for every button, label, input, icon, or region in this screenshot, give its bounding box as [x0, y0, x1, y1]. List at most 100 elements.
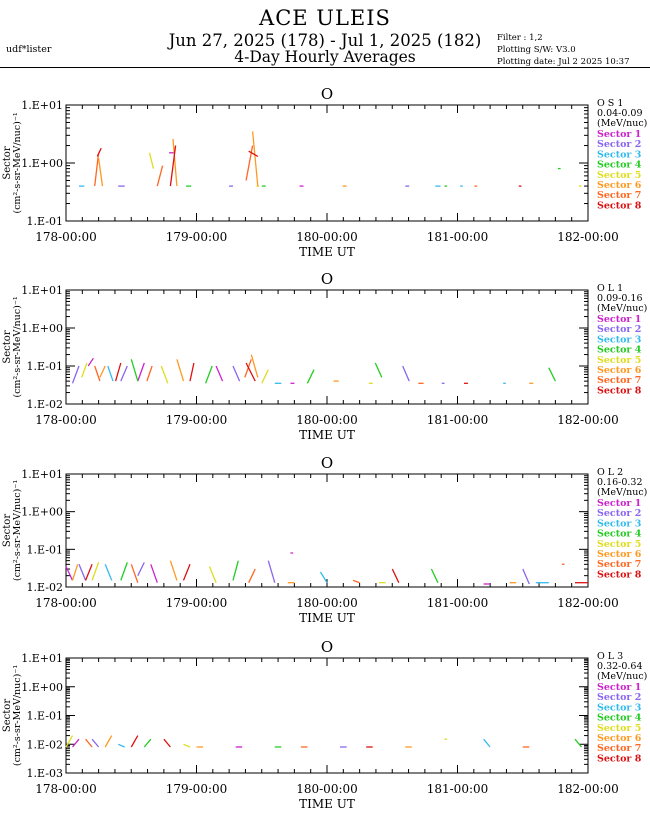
plot-frame — [65, 657, 589, 774]
data-segment-sector-3 — [107, 365, 114, 382]
data-segment-sector-7 — [85, 738, 93, 748]
legend-entry-sector-5: Sector 5 — [597, 539, 641, 550]
data-segment-sector-5 — [261, 369, 269, 384]
data-segment-sector-4 — [374, 362, 383, 378]
y-tick-label: 1.E+01 — [21, 652, 63, 665]
y-tick-label: 1.E+00 — [21, 506, 63, 519]
x-tick-label: 181-00:00 — [427, 230, 489, 244]
filter-label: Filter : 1,2 — [497, 33, 543, 43]
data-segment-sector-8 — [84, 564, 93, 581]
data-segment-sector-6 — [176, 359, 185, 382]
x-tick-label: 180-00:00 — [296, 413, 358, 427]
data-segment-sector-2 — [232, 365, 241, 382]
chart-panel-2: O 1.E+01 1.E+00 1.E-01 1.E-02 178-00:00 179-00… — [2, 270, 647, 442]
legend-entry-sector-8: Sector 8 — [597, 385, 642, 396]
data-segment-sector-5 — [183, 743, 191, 748]
data-segment-sector-6 — [172, 138, 178, 187]
data-segment-sector-3 — [104, 564, 113, 581]
y-tick-label: 1.E+01 — [21, 284, 63, 297]
y-tick-label: 1.E-03 — [27, 767, 63, 780]
y-tick-label: 1.E+01 — [21, 468, 63, 481]
data-segment-sector-6 — [97, 158, 104, 187]
data-segment-sector-4 — [143, 738, 152, 748]
data-segment-sector-1 — [137, 362, 145, 382]
y-tick-label: 1.E-02 — [27, 581, 63, 594]
data-segment-sector-4 — [548, 367, 556, 382]
chart-title: O — [321, 638, 333, 656]
data-segment-sector-5 — [148, 152, 155, 169]
legend-entry-sector-1: Sector 1 — [597, 682, 641, 693]
chart-panel-1: O 1.E+01 1.E+00 1.E-01 178-00:00 179-00:00 180… — [2, 85, 647, 259]
data-segment-sector-7 — [156, 165, 164, 187]
data-segment-sector-2 — [91, 738, 100, 748]
data-segment-sector-7 — [244, 359, 252, 378]
legend-entry-sector-6: Sector 6 — [597, 549, 642, 560]
data-segment-sector-7 — [146, 365, 153, 382]
legend-entry-sector-3: Sector 3 — [597, 702, 641, 713]
legend-entry-sector-6: Sector 6 — [597, 733, 642, 744]
legend-entry-sector-5: Sector 5 — [597, 355, 641, 366]
legend-entry-sector-4: Sector 4 — [597, 345, 642, 356]
data-segment-sector-8 — [114, 362, 122, 382]
legend-entry-sector-7: Sector 7 — [597, 375, 641, 386]
data-segment-sector-6 — [71, 564, 79, 581]
data-segment-sector-5 — [65, 735, 74, 748]
data-segment-sector-8 — [248, 150, 259, 157]
data-segment-sector-1 — [215, 365, 224, 382]
x-axis-label: TIME UT — [299, 245, 355, 259]
x-tick-label: 181-00:00 — [427, 782, 489, 796]
data-segment-sector-6 — [99, 365, 106, 378]
x-tick-label: 179-00:00 — [166, 413, 228, 427]
data-segment-sector-8 — [96, 147, 102, 157]
data-segment-sector-3 — [117, 743, 125, 748]
plot-date-label: Plotting date: Jul 2 2025 10:37 — [497, 57, 630, 67]
data-segment-sector-4 — [204, 365, 213, 384]
legend-entry-sector-5: Sector 5 — [597, 723, 641, 734]
x-tick-label: 178-00:00 — [35, 413, 97, 427]
legend-entry-sector-2: Sector 2 — [597, 139, 641, 150]
data-segment-sector-4 — [130, 359, 139, 382]
x-axis-label: TIME UT — [299, 611, 355, 625]
chart-title: O — [321, 85, 333, 103]
energy-unit-label: (MeV/nuc) — [597, 487, 647, 498]
x-tick-label: 181-00:00 — [427, 596, 489, 610]
x-tick-label: 182-00:00 — [557, 413, 619, 427]
legend-entry-sector-8: Sector 8 — [597, 200, 642, 211]
averaging-subtitle: 4-Day Hourly Averages — [234, 48, 416, 66]
legend-entry-sector-1: Sector 1 — [597, 129, 641, 140]
data-segment-sector-2 — [120, 365, 128, 382]
x-tick-label: 182-00:00 — [557, 230, 619, 244]
x-tick-label: 180-00:00 — [296, 782, 358, 796]
y-axis-units: (cm²-s-sr-MeV/nuc)⁻¹ — [12, 480, 23, 581]
x-tick-label: 181-00:00 — [427, 413, 489, 427]
legend-entry-sector-3: Sector 3 — [597, 149, 641, 160]
x-tick-label: 179-00:00 — [166, 782, 228, 796]
data-segment-sector-6 — [250, 354, 259, 378]
x-tick-label: 179-00:00 — [166, 596, 228, 610]
y-tick-label: 1.E+00 — [21, 322, 63, 335]
data-segment-sector-8 — [391, 568, 400, 583]
x-tick-label: 178-00:00 — [35, 596, 97, 610]
y-axis-label: Sector — [2, 146, 13, 179]
data-segment-sector-8 — [189, 362, 195, 382]
data-segment-sector-4 — [306, 369, 315, 384]
energy-unit-label: (MeV/nuc) — [597, 671, 647, 682]
legend-entry-sector-3: Sector 3 — [597, 518, 641, 529]
data-segment-sector-7 — [94, 365, 101, 382]
y-axis-label: Sector — [2, 699, 13, 732]
plot-frame — [65, 104, 589, 222]
legend-entry-sector-8: Sector 8 — [597, 753, 642, 764]
legend-entry-sector-2: Sector 2 — [597, 692, 641, 703]
data-segment-sector-5 — [91, 562, 100, 581]
data-segment-sector-3 — [319, 571, 328, 584]
x-tick-label: 178-00:00 — [35, 230, 97, 244]
legend-entry-sector-7: Sector 7 — [597, 743, 641, 754]
chart-title: O — [321, 454, 333, 472]
data-segment-sector-1 — [150, 564, 158, 583]
data-segment-sector-2 — [137, 562, 145, 576]
data-segment-sector-4 — [574, 738, 582, 748]
legend-entry-sector-6: Sector 6 — [597, 365, 642, 376]
data-segment-sector-6 — [104, 735, 113, 748]
y-tick-label: 1.E-02 — [27, 738, 63, 751]
